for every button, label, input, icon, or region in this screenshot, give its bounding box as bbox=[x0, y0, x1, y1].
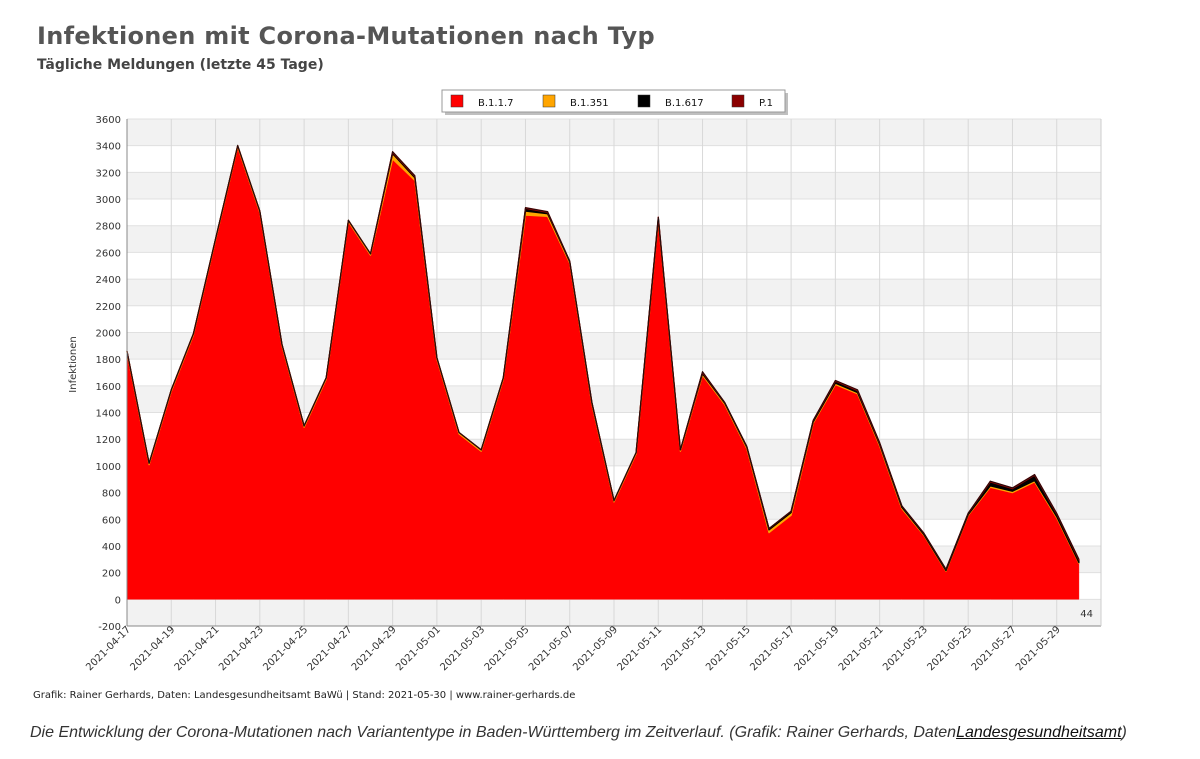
x-tick-label: 2021-05-19 bbox=[793, 624, 842, 673]
area-top-outline bbox=[126, 144, 1080, 571]
x-tick-label: 2021-05-27 bbox=[970, 624, 1019, 673]
legend-label: B.1.1.7 bbox=[478, 98, 513, 109]
y-tick-label: 2800 bbox=[96, 222, 121, 233]
x-tick-label: 2021-04-25 bbox=[261, 624, 310, 673]
x-tick-label: 2021-05-29 bbox=[1014, 624, 1063, 673]
x-tick-label: 2021-05-01 bbox=[394, 624, 443, 673]
y-tick-label: 1000 bbox=[96, 462, 121, 473]
x-tick-label: 2021-05-07 bbox=[527, 624, 576, 673]
y-tick-label: 1200 bbox=[96, 435, 121, 446]
y-tick-label: 2000 bbox=[96, 328, 121, 339]
y-tick-label: 3000 bbox=[96, 195, 121, 206]
x-tick-label: 2021-04-19 bbox=[129, 624, 178, 673]
x-tick-label: 2021-05-21 bbox=[837, 624, 886, 673]
x-tick-label: 2021-05-23 bbox=[881, 624, 930, 673]
x-tick-label: 2021-05-17 bbox=[748, 624, 797, 673]
y-tick-label: 2400 bbox=[96, 275, 121, 286]
x-tick-label: 2021-05-09 bbox=[571, 624, 620, 673]
legend-box bbox=[441, 89, 786, 113]
y-tick-label: -200 bbox=[98, 622, 121, 633]
x-tick-label: 2021-04-27 bbox=[306, 624, 355, 673]
legend-label: P.1 bbox=[759, 98, 773, 109]
legend-label: B.1.617 bbox=[665, 98, 704, 109]
x-tick-label: 2021-05-15 bbox=[704, 624, 753, 673]
x-tick-label: 2021-05-05 bbox=[483, 624, 532, 673]
caption-link[interactable]: Landesgesundheitsamt bbox=[956, 724, 1122, 741]
x-tick-label: 44 bbox=[1080, 609, 1093, 620]
x-tick-label: 2021-04-29 bbox=[350, 624, 399, 673]
y-tick-label: 200 bbox=[102, 569, 121, 580]
y-tick-label: 0 bbox=[115, 595, 121, 606]
y-tick-label: 1800 bbox=[96, 355, 121, 366]
y-tick-label: 1400 bbox=[96, 409, 121, 420]
caption-end: ) bbox=[1121, 724, 1127, 741]
chart-credit: Grafik: Rainer Gerhards, Daten: Landesge… bbox=[33, 690, 576, 701]
y-tick-label: 400 bbox=[102, 542, 121, 553]
y-tick-label: 2600 bbox=[96, 248, 121, 259]
y-tick-label: 3600 bbox=[96, 115, 121, 126]
y-tick-label: 1600 bbox=[96, 382, 121, 393]
legend-swatch bbox=[637, 94, 651, 108]
figure-caption: Die Entwicklung der Corona-Mutationen na… bbox=[30, 724, 1127, 742]
x-tick-label: 2021-05-13 bbox=[660, 624, 709, 673]
x-tick-label: 2021-04-21 bbox=[173, 624, 222, 673]
x-tick-label: 2021-05-25 bbox=[925, 624, 974, 673]
y-tick-label: 2200 bbox=[96, 302, 121, 313]
x-tick-label: 2021-05-11 bbox=[616, 624, 665, 673]
legend-swatch bbox=[450, 94, 464, 108]
area-chart: -200 0 200 400 600 800 1000 1200 1400 1600 1800 200… bbox=[68, 89, 1102, 673]
x-tick-label: 2021-04-23 bbox=[217, 624, 266, 673]
legend-swatch bbox=[542, 94, 556, 108]
caption-text: Die Entwicklung der Corona-Mutationen na… bbox=[30, 724, 957, 741]
legend-label: B.1.351 bbox=[570, 98, 609, 109]
y-tick-label: 3400 bbox=[96, 142, 121, 153]
y-tick-label: 3200 bbox=[96, 168, 121, 179]
legend-swatch bbox=[731, 94, 745, 108]
chart-subtitle: Tägliche Meldungen (letzte 45 Tage) bbox=[37, 57, 324, 73]
y-axis-label: Infektionen bbox=[68, 336, 79, 392]
y-tick-label: 600 bbox=[102, 515, 121, 526]
y-tick-label: 800 bbox=[102, 489, 121, 500]
chart-title: Infektionen mit Corona-Mutationen nach T… bbox=[37, 22, 655, 50]
x-tick-label: 2021-05-03 bbox=[438, 624, 487, 673]
